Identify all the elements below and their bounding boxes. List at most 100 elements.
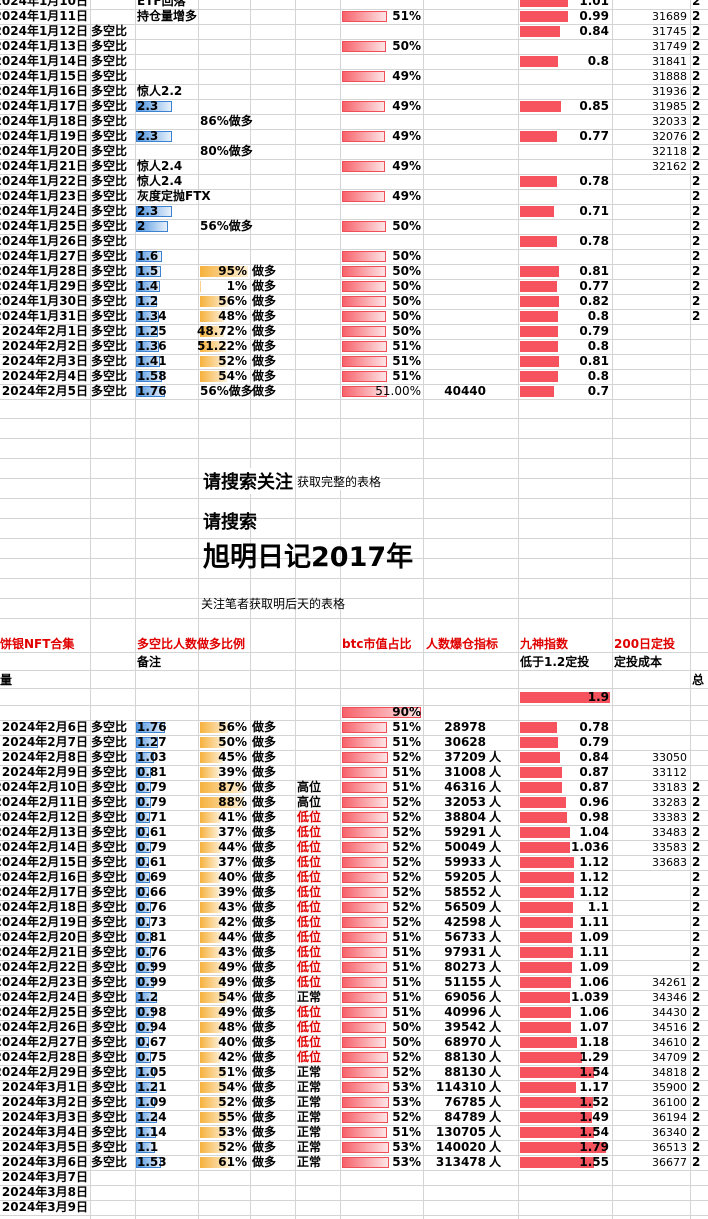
grid-line (518, 0, 519, 1219)
cell: 2 (692, 99, 701, 113)
cell: 多空比 (91, 1050, 128, 1064)
cell: 人 (489, 1110, 502, 1124)
cell: 做多 (252, 810, 277, 824)
grid-line (0, 189, 708, 190)
grid-line (0, 598, 708, 599)
data-bar (342, 326, 386, 337)
data-bar (342, 1142, 389, 1153)
cell: 做多 (252, 960, 277, 974)
data-bar (200, 887, 220, 898)
cell: 多空比 (91, 249, 128, 263)
cell: 多空比 (91, 99, 128, 113)
cell: 44% (218, 840, 247, 854)
data-bar (520, 1127, 594, 1138)
cell: 人 (489, 885, 502, 899)
data-bar (136, 842, 152, 853)
cell: 人 (489, 750, 502, 764)
row-date: 2024年1月21日 (0, 159, 88, 173)
cell: 1.76 (137, 720, 167, 734)
data-bar (200, 917, 221, 928)
data-bar (342, 977, 387, 988)
cell: 多空比 (91, 39, 128, 53)
data-bar (200, 767, 220, 778)
data-bar (136, 341, 160, 352)
cell: 51.00% (375, 384, 421, 398)
row-date: 2024年2月17日 (0, 885, 88, 899)
cell: 2 (692, 1095, 701, 1109)
cell: 51% (392, 930, 421, 944)
cell: 0.81 (137, 930, 167, 944)
cell: 51% (392, 945, 421, 959)
cell: 做多 (252, 264, 277, 278)
cell: 2 (692, 1140, 701, 1154)
cell: 人 (489, 990, 502, 1004)
grid-line (0, 652, 708, 653)
data-bar (136, 101, 173, 112)
cell: 56%做多 (200, 384, 253, 398)
cell: 69056 (444, 990, 486, 1004)
data-bar (520, 1067, 594, 1078)
cell: 正常 (297, 1095, 322, 1109)
row-date: 2024年2月19日 (0, 915, 88, 929)
row-date: 2024年1月22日 (0, 174, 88, 188)
cell: 33583 (652, 841, 687, 854)
row-date: 2024年1月16日 (0, 84, 88, 98)
grid-line (423, 0, 424, 1219)
cell: 人 (489, 1155, 502, 1169)
row-date: 2024年2月3日 (1, 354, 88, 368)
data-bar (136, 1112, 158, 1123)
cell: 200日定投 (614, 637, 676, 651)
cell: 0.8 (587, 339, 609, 353)
grid-line (0, 900, 708, 901)
cell: 52% (392, 1050, 421, 1064)
cell: 1.54 (579, 1125, 609, 1139)
cell: 52% (392, 870, 421, 884)
cell: 2 (692, 1020, 701, 1034)
cell: 2 (692, 114, 701, 128)
cell: 1.036 (571, 840, 609, 854)
data-bar (520, 1037, 577, 1048)
cell: 2 (692, 1065, 701, 1079)
cell: 140020 (435, 1140, 486, 1154)
grid-line (0, 1200, 708, 1201)
data-bar (200, 1052, 221, 1063)
cell: 人 (489, 945, 502, 959)
cell: 0.77 (579, 129, 609, 143)
cell: 1.41 (137, 354, 167, 368)
data-bar (200, 1112, 228, 1123)
cell: 51.22% (197, 339, 247, 353)
cell: 2 (692, 1050, 701, 1064)
cell: 做多 (252, 384, 277, 398)
cell: 0.78 (579, 720, 609, 734)
row-date: 2024年2月2日 (1, 339, 88, 353)
cell: 多空比 (91, 369, 128, 383)
data-bar (342, 356, 387, 367)
cell: 2 (692, 24, 701, 38)
cell: 备注 (137, 655, 162, 669)
cell: 正常 (297, 1065, 322, 1079)
cell: 31841 (652, 55, 687, 68)
grid-line (0, 324, 708, 325)
cell: 2 (692, 870, 701, 884)
cell: 总 (692, 673, 705, 687)
cell: 95% (218, 264, 247, 278)
data-bar (136, 752, 155, 763)
row-date: 2024年1月15日 (0, 69, 88, 83)
cell: 51% (392, 975, 421, 989)
data-bar (136, 887, 150, 898)
cell: 37% (218, 825, 247, 839)
cell: 1.9 (587, 690, 609, 704)
cell: 0.69 (137, 870, 167, 884)
data-bar (520, 26, 561, 37)
cell: 31985 (652, 100, 687, 113)
cell: 多空比 (91, 960, 128, 974)
data-bar (520, 326, 558, 337)
cell: 0.87 (579, 780, 609, 794)
cell: 2 (692, 249, 701, 263)
data-bar (136, 767, 152, 778)
grid-line (0, 234, 708, 235)
cell: 49% (392, 69, 421, 83)
cell: 做多 (252, 915, 277, 929)
data-bar (520, 311, 559, 322)
cell: 51% (392, 780, 421, 794)
